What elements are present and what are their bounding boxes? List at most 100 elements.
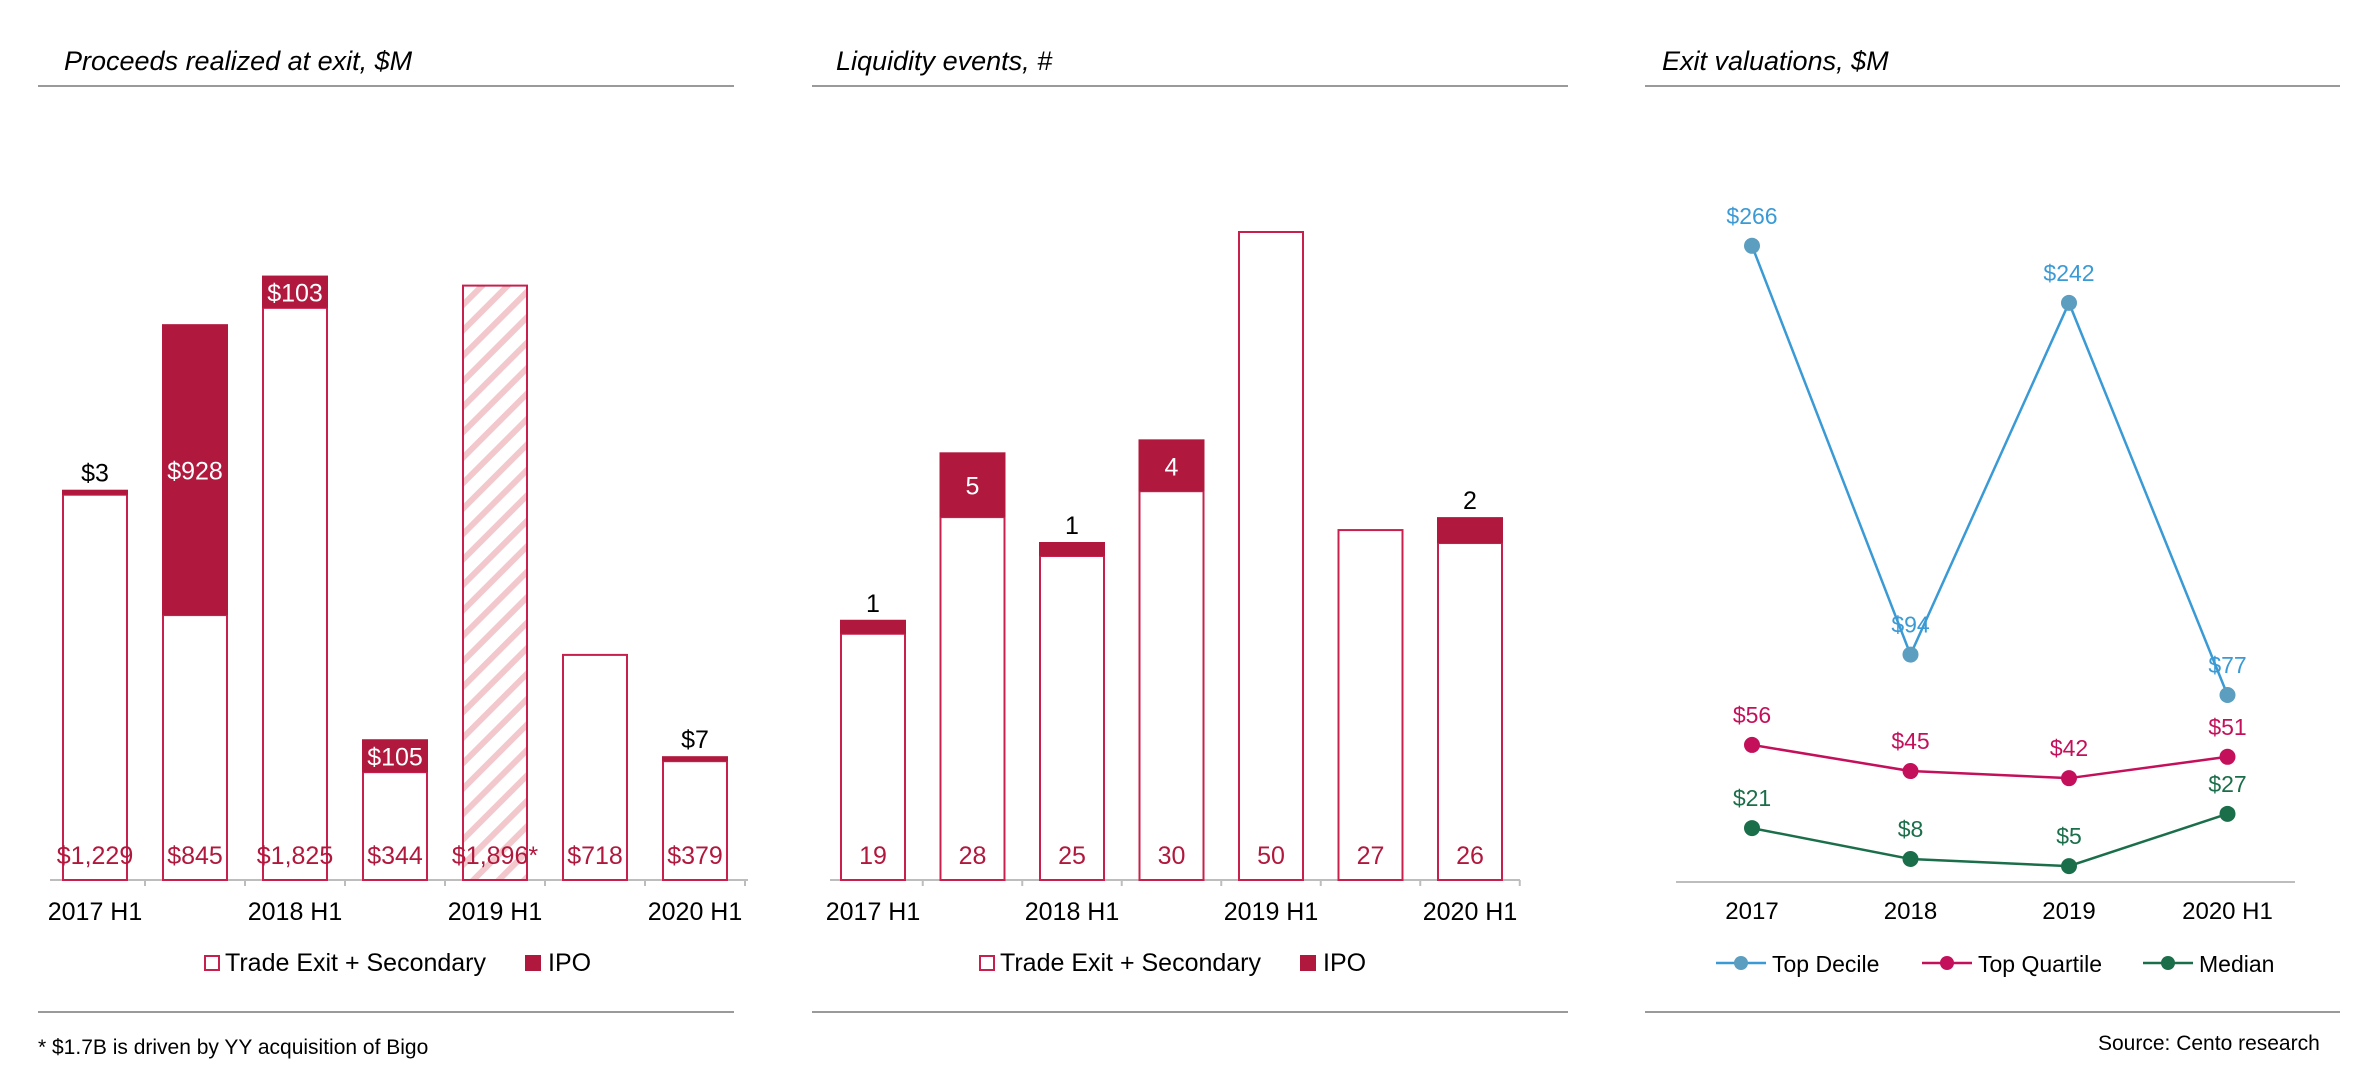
proceeds-legend-ipo-swatch	[525, 955, 541, 971]
proceeds-ipo-label-1: $928	[167, 458, 223, 486]
liquidity-legend-ipo-swatch	[1300, 955, 1316, 971]
liquidity-ipo-label-0: 1	[866, 590, 880, 618]
valuations-title-rule	[1645, 85, 2340, 87]
valuations-legend-marker-2	[2161, 956, 2175, 970]
valuations-data-label-1-2: $42	[2050, 735, 2088, 761]
valuations-point-1-1	[1902, 763, 1919, 780]
valuations-legend-marker-0	[1734, 956, 1748, 970]
proceeds-ipo-label-6: $7	[681, 726, 709, 754]
valuations-x-tick-1: 2018	[1884, 898, 1937, 925]
valuations-line-1	[1751, 743, 2228, 780]
liquidity-x-tick-6: 2020 H1	[1423, 898, 1518, 926]
liquidity-chart-title: Liquidity events, #	[836, 46, 1053, 76]
valuations-legend-label-0: Top Decile	[1772, 951, 1879, 977]
valuations-data-label-2-3: $27	[2208, 771, 2246, 797]
liquidity-ipo-bar-1	[939, 452, 1006, 518]
liquidity-trade-bar-1	[939, 516, 1006, 881]
liquidity-x-tick-0: 2017 H1	[826, 898, 921, 926]
liquidity-trade-label-2: 25	[1058, 842, 1086, 870]
proceeds-trade-label-2: $1,825	[257, 842, 333, 870]
valuations-data-label-0-2: $242	[2043, 260, 2094, 286]
valuations-data-label-0-1: $94	[1891, 612, 1930, 638]
valuations-point-1-3	[2219, 748, 2236, 765]
valuations-x-tick-0: 2017	[1725, 898, 1778, 925]
valuations-x-tick-3: 2020 H1	[2182, 898, 2273, 925]
proceeds-ipo-bar-1	[162, 324, 228, 616]
proceeds-ipo-bar-2	[262, 275, 328, 308]
valuations-point-2-0	[1744, 820, 1760, 837]
valuations-data-label-1-1: $45	[1891, 728, 1929, 754]
liquidity-x-tick-2: 2018 H1	[1025, 898, 1120, 926]
proceeds-ipo-label-0: $3	[81, 460, 109, 488]
liquidity-trade-bar-2	[1039, 555, 1105, 881]
valuations-data-label-1-0: $56	[1733, 702, 1771, 728]
liquidity-legend-ipo-label: IPO	[1323, 949, 1366, 977]
liquidity-ipo-label-2: 1	[1065, 512, 1079, 540]
valuations-bottom-rule	[1645, 1011, 2340, 1013]
valuations-point-2-3	[2219, 805, 2236, 822]
liquidity-title-rule	[812, 85, 1568, 87]
valuations-point-0-3	[2219, 686, 2236, 703]
proceeds-trade-label-4: $1,896*	[452, 842, 538, 870]
valuations-point-0-2	[2061, 294, 2077, 311]
valuations-chart-title: Exit valuations, $M	[1662, 46, 1889, 76]
valuations-data-label-2-0: $21	[1733, 785, 1771, 811]
valuations-legend-marker-1	[1940, 956, 1954, 970]
proceeds-legend-ipo-label: IPO	[548, 949, 591, 977]
valuations-legend-label-2: Median	[2199, 951, 2274, 977]
valuations-data-label-2-2: $5	[2056, 823, 2082, 849]
liquidity-trade-label-6: 26	[1456, 842, 1484, 870]
proceeds-bottom-rule	[38, 1011, 734, 1013]
proceeds-ipo-bar-0	[62, 489, 128, 495]
liquidity-x-tick-4: 2019 H1	[1224, 898, 1319, 926]
liquidity-trade-bar-6	[1437, 542, 1503, 881]
liquidity-trade-label-0: 19	[859, 842, 887, 870]
liquidity-trade-label-5: 27	[1357, 842, 1385, 870]
proceeds-trade-label-3: $344	[367, 842, 423, 870]
valuations-point-2-2	[2061, 858, 2077, 875]
proceeds-ipo-label-3: $105	[367, 744, 423, 772]
liquidity-trade-label-1: 28	[959, 842, 987, 870]
liquidity-trade-bar-5	[1337, 529, 1404, 882]
valuations-point-0-1	[1902, 646, 1919, 663]
valuations-legend-label-1: Top Quartile	[1978, 951, 2102, 977]
proceeds-trade-label-6: $379	[667, 842, 723, 870]
liquidity-ipo-bar-0	[840, 619, 906, 634]
proceeds-trade-bar-5	[562, 653, 628, 881]
liquidity-trade-bar-3	[1138, 490, 1205, 881]
valuations-point-1-2	[2061, 770, 2077, 787]
valuations-data-label-2-1: $8	[1898, 816, 1924, 842]
proceeds-trade-label-0: $1,229	[57, 842, 133, 870]
proceeds-trade-bar-6	[662, 760, 728, 881]
valuations-point-1-0	[1744, 736, 1760, 753]
proceeds-x-tick-0: 2017 H1	[48, 898, 143, 926]
liquidity-trade-bar-4	[1238, 231, 1304, 881]
footnote-source: Source: Cento research	[2098, 1032, 2320, 1055]
liquidity-ipo-bar-3	[1138, 439, 1205, 492]
proceeds-trade-label-5: $718	[567, 842, 623, 870]
liquidity-ipo-bar-6	[1437, 517, 1503, 544]
proceeds-ipo-bar-6	[662, 756, 728, 762]
liquidity-ipo-label-3: 4	[1165, 453, 1179, 481]
proceeds-trade-bar-1	[162, 614, 228, 882]
valuations-line-2	[1751, 812, 2228, 868]
proceeds-title-rule	[38, 85, 734, 87]
proceeds-trade-label-1: $845	[167, 842, 223, 870]
liquidity-ipo-label-1: 5	[966, 473, 980, 501]
footnote-bigo: * $1.7B is driven by YY acquisition of B…	[38, 1036, 429, 1059]
valuations-x-tick-2: 2019	[2042, 898, 2095, 925]
proceeds-x-tick-6: 2020 H1	[648, 898, 743, 926]
proceeds-trade-bar-4	[462, 284, 528, 881]
liquidity-legend-trade-swatch	[979, 955, 995, 971]
liquidity-legend-trade-label: Trade Exit + Secondary	[1000, 949, 1262, 977]
proceeds-legend-trade-label: Trade Exit + Secondary	[225, 949, 487, 977]
proceeds-legend-trade-swatch	[204, 955, 220, 971]
valuations-data-label-0-3: $77	[2208, 652, 2246, 678]
proceeds-x-tick-2: 2018 H1	[248, 898, 343, 926]
proceeds-trade-bar-2	[262, 306, 328, 881]
proceeds-trade-bar-0	[62, 493, 128, 881]
liquidity-ipo-label-6: 2	[1463, 487, 1477, 515]
valuations-data-label-0-0: $266	[1726, 203, 1777, 229]
proceeds-x-tick-4: 2019 H1	[448, 898, 543, 926]
